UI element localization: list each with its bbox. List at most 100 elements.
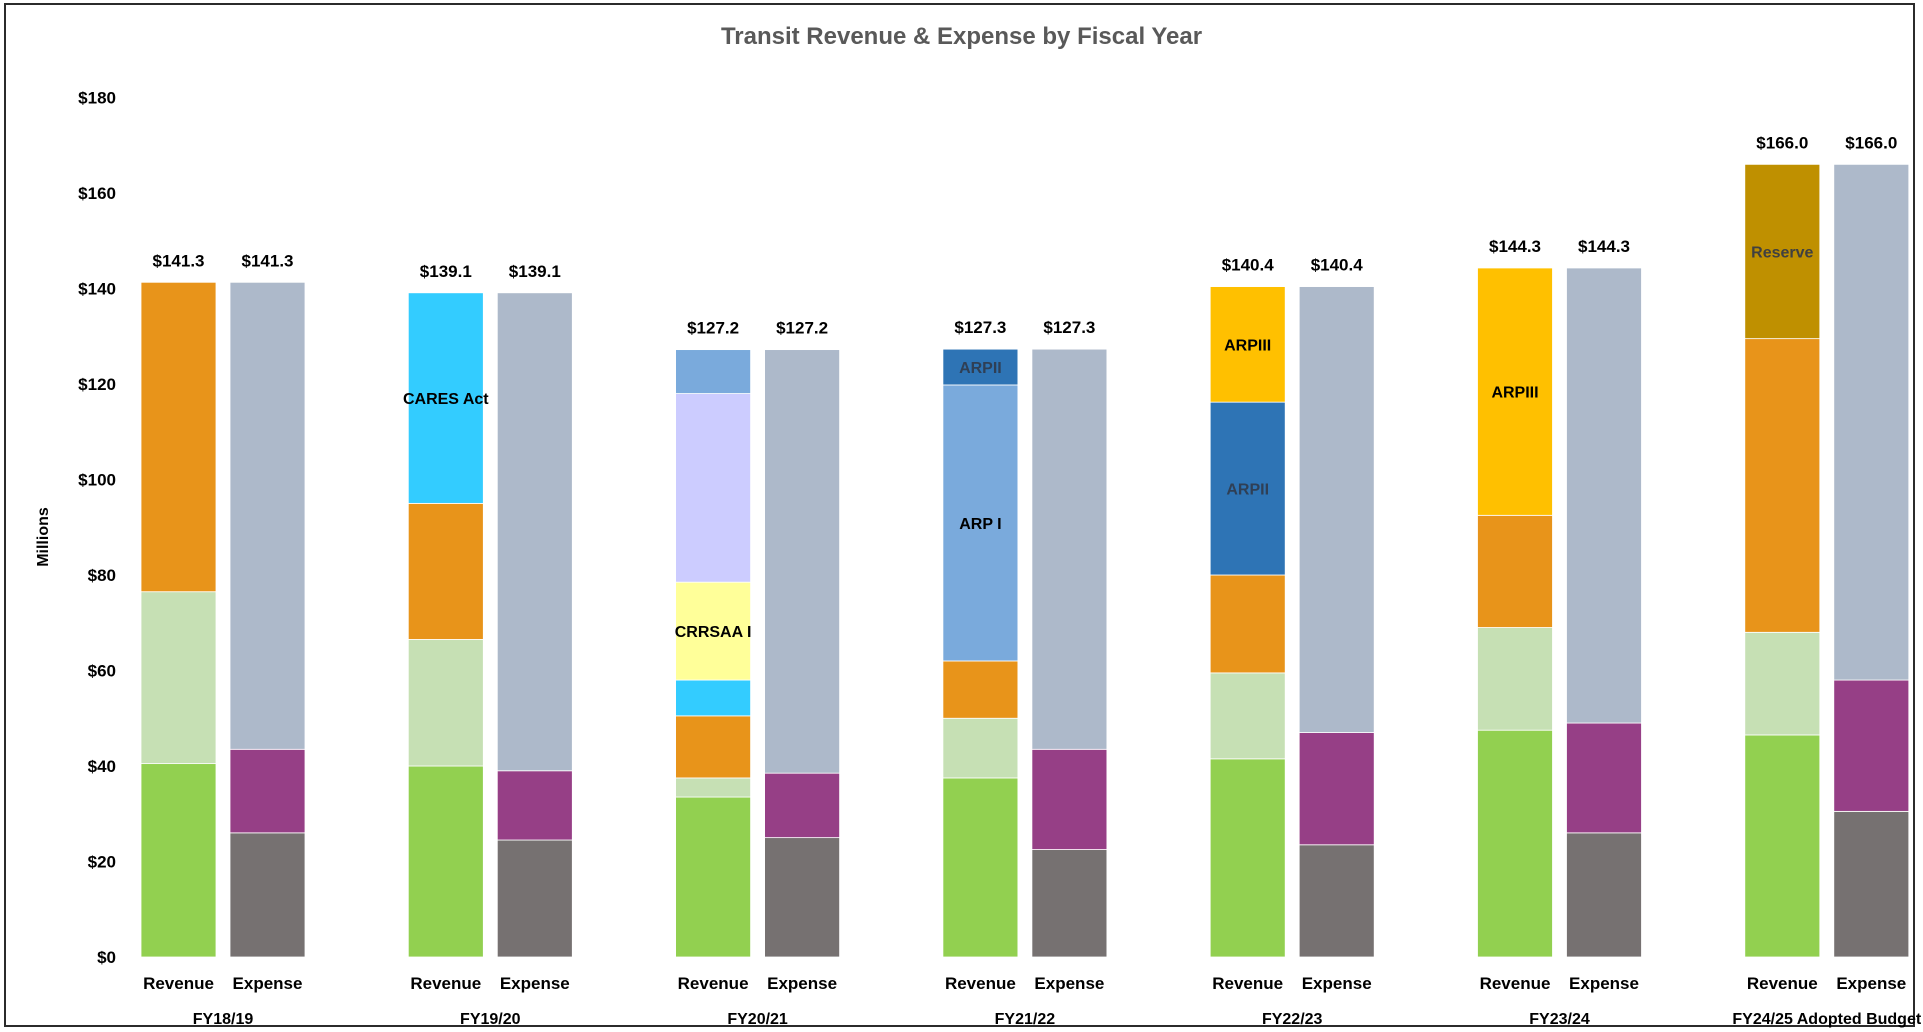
group-label: FY24/25 Adopted Budget bbox=[1732, 1011, 1921, 1028]
category-label: Revenue bbox=[1212, 974, 1283, 993]
category-label: Expense bbox=[1836, 974, 1906, 993]
category-label: Expense bbox=[1302, 974, 1372, 993]
bar-segment bbox=[1209, 286, 1286, 403]
bar-segment bbox=[407, 639, 484, 767]
bar-segment bbox=[229, 748, 306, 834]
bar-segment bbox=[1566, 832, 1642, 958]
group-label: FY22/23 bbox=[1262, 1011, 1323, 1028]
bar-segment bbox=[1298, 286, 1375, 733]
bar-segment bbox=[1298, 844, 1375, 958]
bar-segment bbox=[1477, 627, 1553, 731]
bar-segment bbox=[496, 292, 573, 772]
bar-total-label: $166.0 bbox=[1756, 133, 1808, 152]
category-label: Expense bbox=[1034, 974, 1104, 993]
category-label: Revenue bbox=[1480, 974, 1551, 993]
category-label: Revenue bbox=[1747, 974, 1818, 993]
bar-segment bbox=[1209, 401, 1286, 576]
bar-segment bbox=[229, 281, 306, 750]
bar-segment bbox=[1477, 729, 1553, 958]
y-tick-label: $160 bbox=[78, 184, 116, 203]
bar-total-label: $144.3 bbox=[1489, 237, 1541, 256]
bar-total-label: $127.3 bbox=[954, 318, 1006, 337]
bar-segment bbox=[496, 839, 573, 958]
bar-segment bbox=[1477, 267, 1553, 516]
segment-label: ARPIII bbox=[1224, 337, 1271, 354]
bar-total-label: $127.2 bbox=[776, 319, 828, 338]
bar-segment bbox=[1566, 267, 1642, 724]
group-label: FY21/22 bbox=[995, 1011, 1056, 1028]
segment-label: CRRSAA I bbox=[675, 624, 752, 641]
bar-segment bbox=[675, 679, 751, 717]
bar-total-label: $140.4 bbox=[1311, 256, 1364, 275]
bar-segment bbox=[942, 660, 1019, 719]
segment-label: ARP I bbox=[959, 516, 1001, 533]
bar-total-label: $144.3 bbox=[1578, 237, 1630, 256]
y-tick-label: $40 bbox=[88, 757, 116, 776]
segment-label: ARPII bbox=[1226, 482, 1269, 499]
bar-total-label: $139.1 bbox=[509, 262, 561, 281]
bar-segment bbox=[675, 393, 751, 583]
bar-segment bbox=[942, 717, 1019, 779]
category-label: Revenue bbox=[678, 974, 749, 993]
bar-segment bbox=[140, 281, 217, 593]
bar-segment bbox=[1209, 672, 1286, 760]
bar-segment bbox=[1833, 163, 1910, 681]
y-tick-label: $60 bbox=[88, 662, 116, 681]
category-label: Expense bbox=[233, 974, 303, 993]
bar-segment bbox=[407, 502, 484, 640]
bar-segment bbox=[1031, 849, 1108, 958]
category-label: Revenue bbox=[410, 974, 481, 993]
category-label: Expense bbox=[500, 974, 570, 993]
bar-segment bbox=[675, 796, 751, 958]
bar-segment bbox=[675, 777, 751, 798]
segment-label: Reserve bbox=[1751, 244, 1813, 261]
category-label: Revenue bbox=[143, 974, 214, 993]
bar-segment bbox=[764, 349, 840, 774]
bar-total-label: $127.2 bbox=[687, 319, 739, 338]
bar-segment bbox=[496, 770, 573, 841]
bar-segment bbox=[140, 763, 217, 958]
bar-total-label: $127.3 bbox=[1043, 318, 1095, 337]
chart-title: Transit Revenue & Expense by Fiscal Year bbox=[720, 23, 1203, 50]
group-label: FY20/21 bbox=[727, 1011, 788, 1028]
bar-segment bbox=[1209, 758, 1286, 958]
y-tick-label: $20 bbox=[88, 853, 116, 872]
bar-segment bbox=[675, 715, 751, 779]
group-label: FY18/19 bbox=[193, 1011, 254, 1028]
bar-segment bbox=[1833, 810, 1910, 958]
bar-segment bbox=[407, 292, 484, 504]
bar-segment bbox=[942, 348, 1019, 386]
bar-segment bbox=[229, 832, 306, 958]
segment-label: ARPII bbox=[959, 360, 1002, 377]
category-label: Expense bbox=[1569, 974, 1639, 993]
bar-segment bbox=[1744, 631, 1821, 736]
bar-segment bbox=[140, 591, 217, 765]
y-tick-label: $180 bbox=[78, 89, 116, 108]
bar-segment bbox=[1031, 348, 1108, 750]
bar-segment bbox=[1477, 514, 1553, 628]
bar-total-label: $141.3 bbox=[242, 251, 294, 270]
bar-segment bbox=[764, 837, 840, 958]
bar-segment bbox=[1744, 338, 1821, 633]
y-tick-label: $100 bbox=[78, 471, 116, 490]
bar-total-label: $141.3 bbox=[153, 251, 205, 270]
segment-label: CARES Act bbox=[403, 391, 489, 408]
bar-total-label: $166.0 bbox=[1845, 133, 1897, 152]
bar-segment bbox=[1298, 732, 1375, 846]
bar-total-label: $140.4 bbox=[1222, 256, 1275, 275]
bar-segment bbox=[1209, 574, 1286, 674]
y-tick-label: $0 bbox=[97, 948, 116, 967]
bar-segment bbox=[675, 349, 751, 394]
y-tick-label: $120 bbox=[78, 375, 116, 394]
bar-total-label: $139.1 bbox=[420, 262, 472, 281]
category-label: Expense bbox=[767, 974, 837, 993]
segment-label: ARPIII bbox=[1491, 385, 1538, 402]
y-axis-label: Millions bbox=[35, 507, 52, 567]
category-label: Revenue bbox=[945, 974, 1016, 993]
bar-segment bbox=[942, 384, 1019, 662]
y-tick-label: $140 bbox=[78, 280, 116, 299]
bar-segment bbox=[764, 772, 840, 839]
bar-segment bbox=[942, 777, 1019, 958]
bar-segment bbox=[1031, 748, 1108, 850]
